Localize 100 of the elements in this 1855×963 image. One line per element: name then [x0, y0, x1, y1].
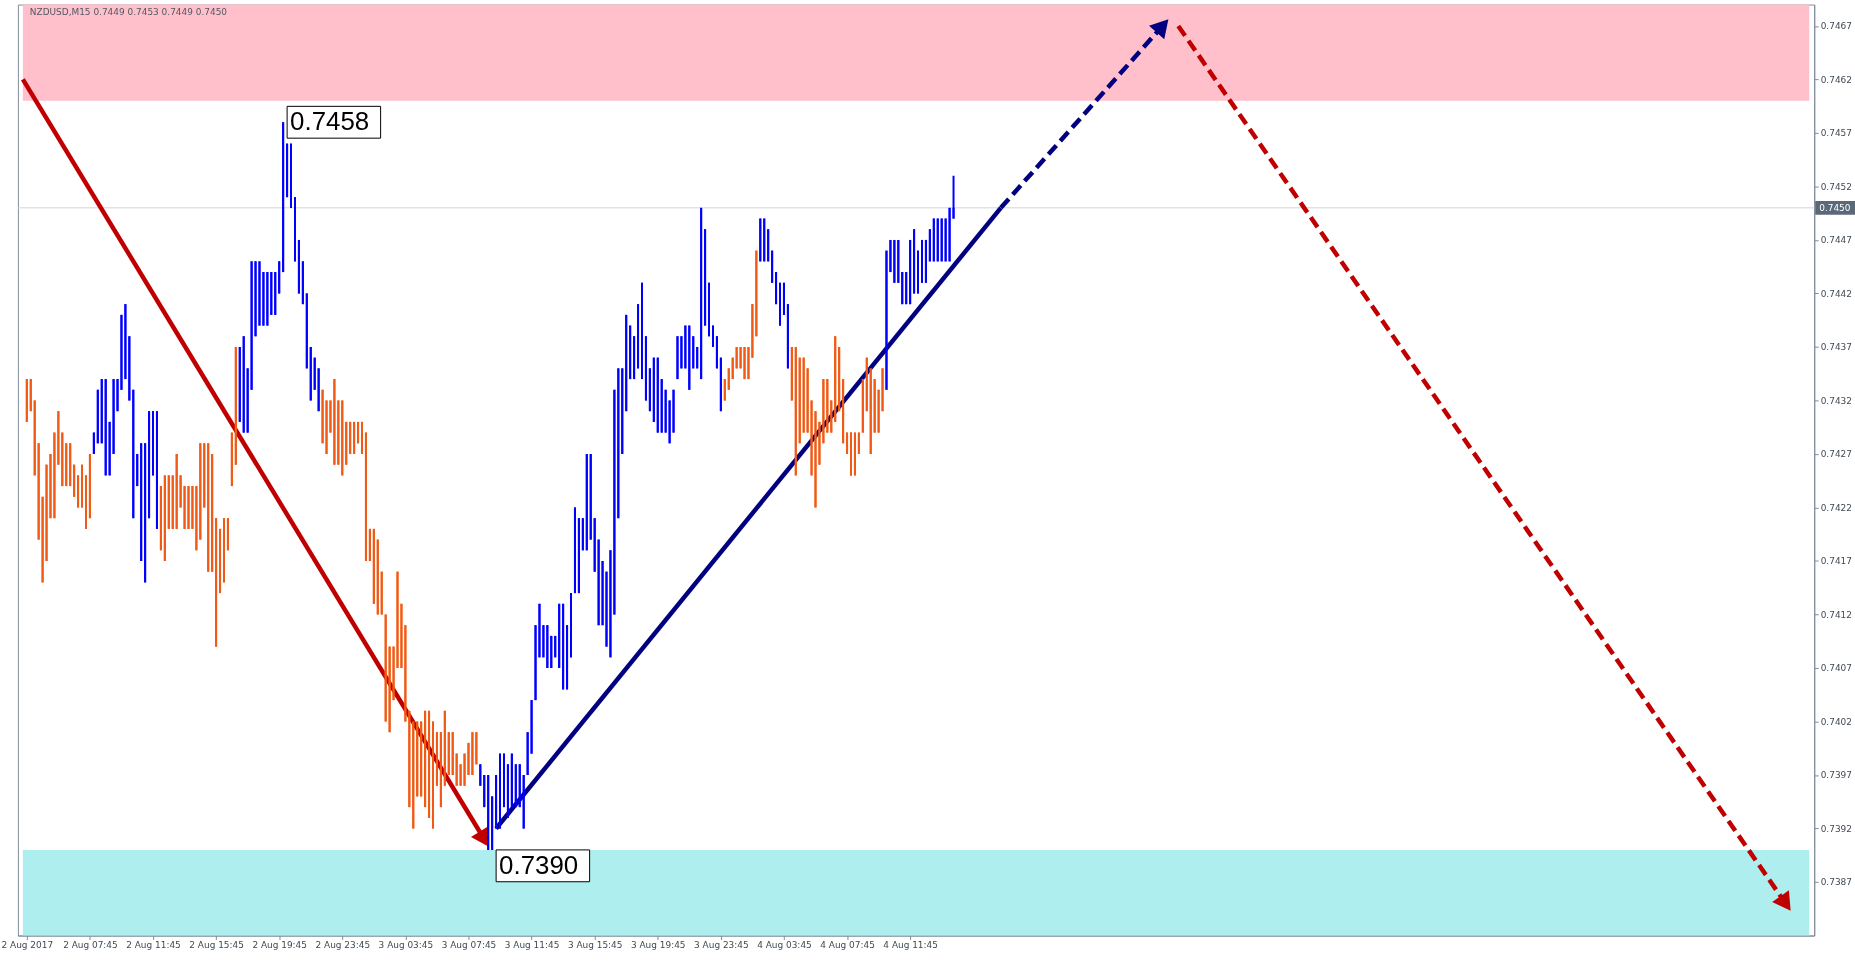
candlestick [195, 485, 198, 552]
candlestick [219, 527, 222, 595]
candlestick [171, 474, 174, 530]
y-tick-label: 0.7422 [1820, 502, 1852, 513]
y-tick-label: 0.7407 [1820, 663, 1852, 674]
y-tick-label: 0.7452 [1820, 181, 1852, 192]
candlestick [297, 238, 300, 295]
candlestick [404, 624, 407, 723]
candlestick [487, 774, 490, 851]
candlestick [420, 720, 423, 798]
candlestick [692, 335, 695, 370]
candlestick [246, 367, 249, 434]
candlestick [69, 442, 72, 488]
candlestick [581, 517, 584, 552]
y-tick-label: 0.7402 [1820, 716, 1852, 727]
y-tick-label: 0.7462 [1820, 74, 1852, 85]
candlestick [609, 549, 612, 659]
candlestick [234, 345, 237, 466]
candlestick [546, 624, 549, 669]
candlestick [321, 388, 324, 445]
candlestick [522, 774, 525, 830]
candlestick [936, 217, 939, 263]
candlestick [542, 624, 545, 659]
x-tick-label: 3 Aug 07:45 [441, 939, 497, 950]
candlestick [412, 720, 415, 830]
candlestick [558, 602, 561, 669]
candlestick [447, 731, 450, 777]
candlestick [112, 378, 115, 455]
candlestick [65, 442, 68, 488]
candlestick [483, 774, 486, 809]
candlestick [309, 345, 312, 402]
candlestick [163, 474, 166, 562]
candlestick [502, 752, 505, 809]
candlestick [443, 709, 446, 787]
candlestick [601, 559, 604, 627]
candlestick [684, 324, 687, 370]
candlestick [731, 356, 734, 381]
x-tick-label: 2 Aug 07:45 [63, 939, 118, 950]
candlestick [242, 335, 245, 434]
candlestick [577, 517, 580, 595]
candlestick [278, 260, 281, 295]
candlestick [108, 420, 111, 477]
candlestick [471, 731, 474, 777]
candlestick [676, 335, 679, 381]
candlestick [743, 345, 746, 381]
candlestick [885, 249, 888, 391]
x-tick-label: 4 Aug 07:45 [820, 939, 875, 950]
candlestick [940, 217, 943, 263]
x-tick-label: 4 Aug 03:45 [757, 939, 812, 950]
candlestick [207, 442, 210, 573]
candlestick [435, 731, 438, 787]
x-tick-label: 3 Aug 23:45 [694, 939, 749, 950]
x-tick-label: 2 Aug 23:45 [315, 939, 371, 950]
candlestick [952, 174, 955, 220]
candlestick [873, 378, 876, 434]
candlestick [554, 634, 557, 659]
y-tick-label: 0.7427 [1820, 449, 1852, 460]
candlestick [53, 431, 56, 520]
candlestick [159, 485, 162, 552]
y-tick-label: 0.7457 [1820, 128, 1852, 139]
candlestick [290, 142, 293, 209]
candlestick [826, 378, 829, 434]
candlestick [897, 238, 900, 284]
y-tick-label: 0.7447 [1820, 235, 1852, 246]
candlestick [865, 356, 868, 413]
candlestick [499, 752, 502, 830]
candlestick [842, 378, 845, 445]
y-tick-label: 0.7397 [1820, 770, 1852, 781]
candlestick [230, 431, 233, 488]
candlestick [834, 335, 837, 423]
candlestick [652, 356, 655, 423]
candlestick [656, 356, 659, 434]
candlestick [439, 731, 442, 809]
candlestick [755, 249, 758, 338]
y-tick-label: 0.7437 [1820, 342, 1852, 353]
candlestick [909, 238, 912, 306]
candlestick [617, 367, 620, 520]
candlestick [96, 388, 99, 445]
candlestick [25, 378, 28, 423]
candlestick [392, 645, 395, 702]
x-tick-label: 2 Aug 11:45 [126, 939, 181, 950]
candlestick [57, 410, 60, 466]
candlestick [100, 378, 103, 445]
candlestick [566, 624, 569, 691]
ref-line-label: 0.7450 [1819, 202, 1851, 213]
candlestick [416, 720, 419, 798]
candlestick [704, 228, 707, 327]
candlestick [33, 399, 36, 477]
candlestick [719, 356, 722, 413]
candlestick [376, 538, 379, 616]
candlestick [270, 271, 273, 316]
x-tick-label: 3 Aug 03:45 [378, 939, 434, 950]
candlestick [203, 442, 206, 509]
candlestick [293, 196, 296, 263]
candlestick [337, 399, 340, 466]
candlestick [349, 420, 352, 455]
candlestick [920, 238, 923, 284]
candlestick [73, 463, 76, 498]
candlestick [495, 774, 498, 830]
candlestick [384, 613, 387, 723]
